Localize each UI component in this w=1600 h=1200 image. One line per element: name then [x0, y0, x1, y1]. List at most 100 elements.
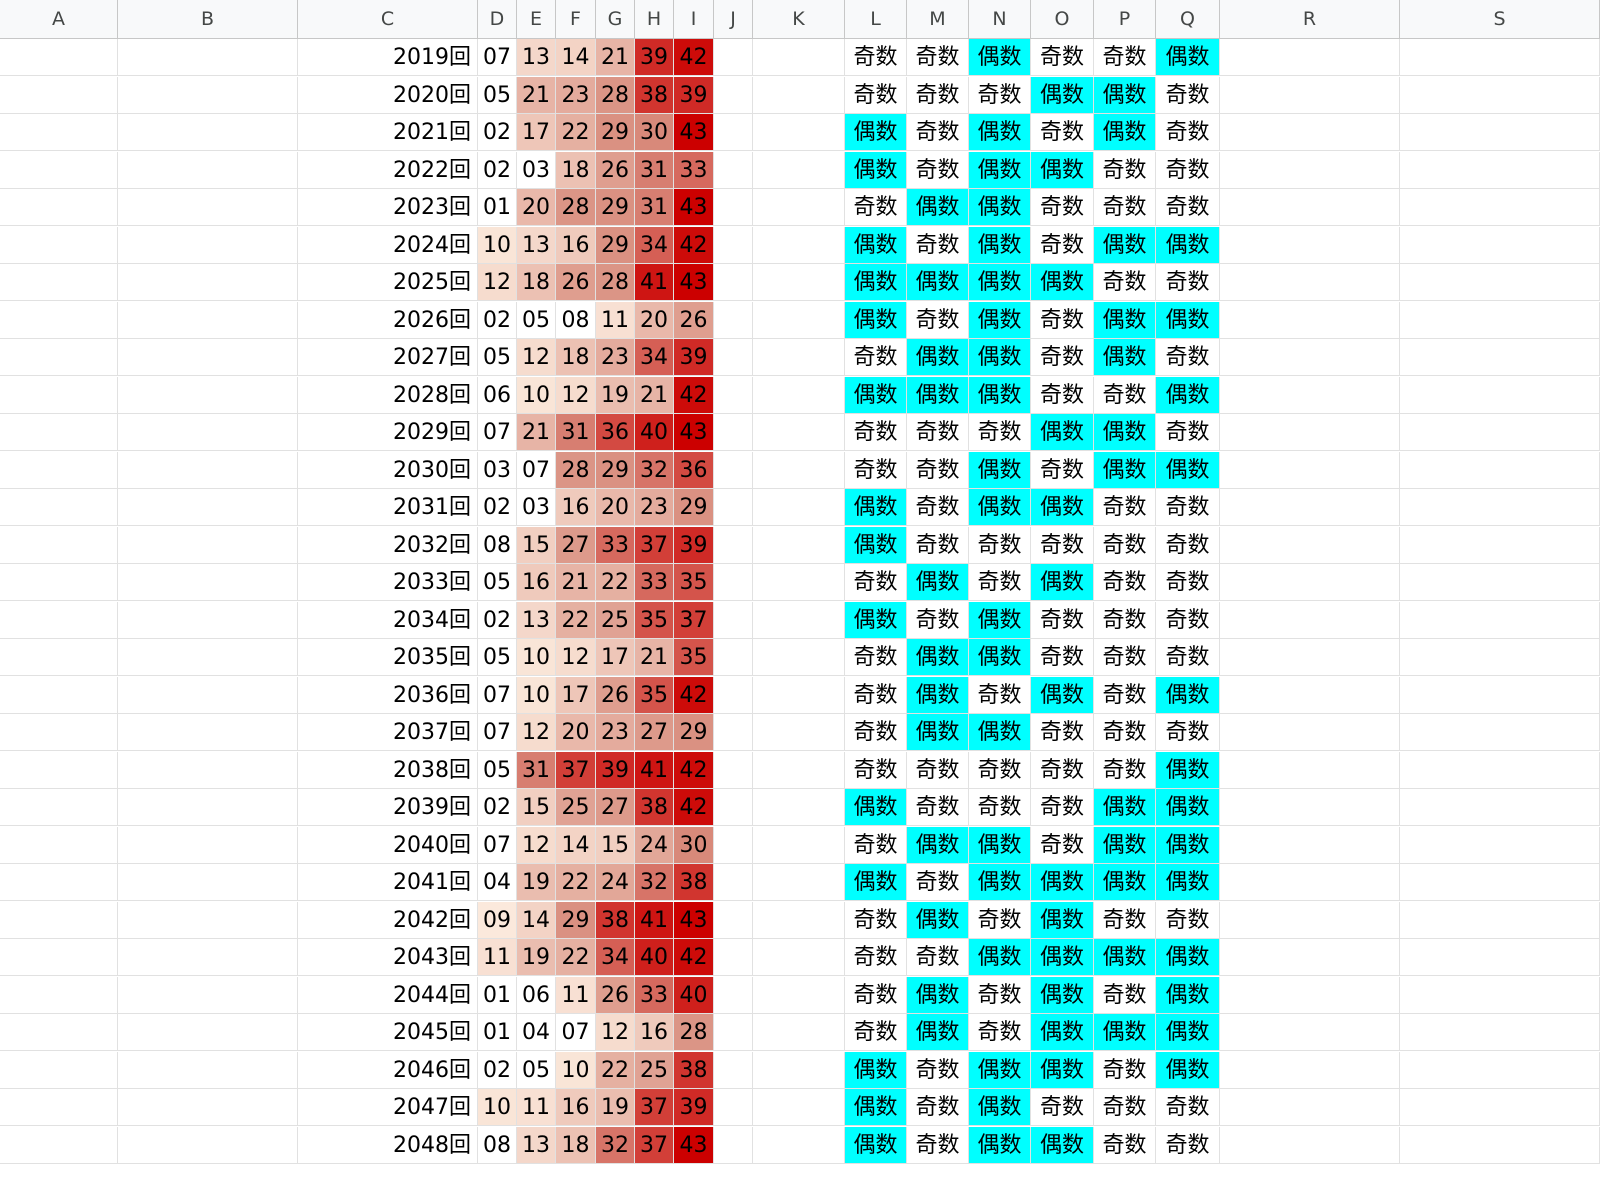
parity-cell[interactable]: 奇数	[1094, 601, 1156, 639]
number-cell[interactable]: 25	[635, 1051, 674, 1089]
number-cell[interactable]: 42	[674, 676, 714, 714]
number-cell[interactable]: 37	[635, 526, 674, 564]
parity-cell[interactable]: 奇数	[969, 676, 1031, 714]
parity-cell[interactable]: 奇数	[907, 226, 969, 264]
parity-cell[interactable]: 偶数	[1094, 301, 1156, 339]
number-cell[interactable]: 29	[596, 226, 635, 264]
cell-r[interactable]	[1220, 301, 1400, 339]
parity-cell[interactable]: 奇数	[1156, 526, 1220, 564]
number-cell[interactable]: 22	[556, 864, 596, 901]
parity-cell[interactable]: 偶数	[1031, 564, 1094, 601]
number-cell[interactable]: 19	[596, 376, 635, 414]
number-cell[interactable]: 27	[556, 526, 596, 564]
number-cell[interactable]: 24	[596, 864, 635, 901]
parity-cell[interactable]: 偶数	[969, 339, 1031, 376]
number-cell[interactable]: 29	[674, 489, 714, 526]
cell-b[interactable]	[118, 901, 298, 939]
parity-cell[interactable]: 偶数	[969, 489, 1031, 526]
draw-label-cell[interactable]: 2042回	[298, 901, 478, 939]
number-cell[interactable]: 15	[517, 526, 556, 564]
number-cell[interactable]: 29	[596, 114, 635, 151]
parity-cell[interactable]: 奇数	[1094, 564, 1156, 601]
parity-cell[interactable]: 偶数	[845, 1089, 907, 1126]
column-header-q[interactable]: Q	[1156, 0, 1220, 38]
draw-label-cell[interactable]: 2024回	[298, 226, 478, 264]
number-cell[interactable]: 29	[596, 189, 635, 226]
parity-cell[interactable]: 偶数	[1156, 864, 1220, 901]
parity-cell[interactable]: 奇数	[845, 451, 907, 489]
parity-cell[interactable]: 偶数	[1031, 1126, 1094, 1164]
number-cell[interactable]: 37	[635, 1089, 674, 1126]
parity-cell[interactable]: 奇数	[969, 751, 1031, 789]
cell-k[interactable]	[753, 526, 845, 564]
parity-cell[interactable]: 偶数	[845, 264, 907, 301]
cell-k[interactable]	[753, 451, 845, 489]
parity-cell[interactable]: 奇数	[1156, 339, 1220, 376]
number-cell[interactable]: 01	[478, 1014, 517, 1051]
number-cell[interactable]: 01	[478, 189, 517, 226]
cell-j[interactable]	[714, 264, 753, 301]
cell-s[interactable]	[1400, 264, 1600, 301]
number-cell[interactable]: 16	[635, 1014, 674, 1051]
cell-r[interactable]	[1220, 564, 1400, 601]
parity-cell[interactable]: 奇数	[845, 901, 907, 939]
number-cell[interactable]: 23	[556, 76, 596, 114]
parity-cell[interactable]: 奇数	[1094, 976, 1156, 1014]
parity-cell[interactable]: 偶数	[969, 189, 1031, 226]
parity-cell[interactable]: 奇数	[907, 451, 969, 489]
parity-cell[interactable]: 奇数	[1031, 339, 1094, 376]
cell-b[interactable]	[118, 1051, 298, 1089]
number-cell[interactable]: 13	[517, 601, 556, 639]
parity-cell[interactable]: 奇数	[907, 1089, 969, 1126]
number-cell[interactable]: 42	[674, 751, 714, 789]
cell-k[interactable]	[753, 789, 845, 826]
parity-cell[interactable]: 奇数	[1156, 1089, 1220, 1126]
cell-s[interactable]	[1400, 939, 1600, 976]
parity-cell[interactable]: 偶数	[1094, 939, 1156, 976]
parity-cell[interactable]: 奇数	[1031, 789, 1094, 826]
number-cell[interactable]: 22	[596, 564, 635, 601]
number-cell[interactable]: 43	[674, 1126, 714, 1164]
cell-j[interactable]	[714, 526, 753, 564]
number-cell[interactable]: 08	[478, 526, 517, 564]
number-cell[interactable]: 21	[517, 76, 556, 114]
cell-j[interactable]	[714, 376, 753, 414]
parity-cell[interactable]: 奇数	[907, 1051, 969, 1089]
number-cell[interactable]: 14	[556, 826, 596, 864]
column-header-j[interactable]: J	[714, 0, 753, 38]
parity-cell[interactable]: 偶数	[845, 526, 907, 564]
parity-cell[interactable]: 偶数	[1031, 151, 1094, 189]
cell-s[interactable]	[1400, 189, 1600, 226]
column-header-s[interactable]: S	[1400, 0, 1600, 38]
number-cell[interactable]: 04	[517, 1014, 556, 1051]
cell-a[interactable]	[0, 751, 118, 789]
parity-cell[interactable]: 偶数	[969, 39, 1031, 76]
parity-cell[interactable]: 奇数	[1156, 564, 1220, 601]
number-cell[interactable]: 38	[674, 864, 714, 901]
parity-cell[interactable]: 奇数	[1031, 639, 1094, 676]
cell-r[interactable]	[1220, 789, 1400, 826]
parity-cell[interactable]: 奇数	[907, 526, 969, 564]
parity-cell[interactable]: 奇数	[1031, 601, 1094, 639]
parity-cell[interactable]: 奇数	[1156, 151, 1220, 189]
draw-label-cell[interactable]: 2045回	[298, 1014, 478, 1051]
cell-r[interactable]	[1220, 151, 1400, 189]
parity-cell[interactable]: 奇数	[969, 789, 1031, 826]
number-cell[interactable]: 27	[635, 714, 674, 751]
parity-cell[interactable]: 偶数	[1031, 76, 1094, 114]
cell-s[interactable]	[1400, 676, 1600, 714]
number-cell[interactable]: 19	[596, 1089, 635, 1126]
cell-j[interactable]	[714, 339, 753, 376]
column-header-c[interactable]: C	[298, 0, 478, 38]
cell-s[interactable]	[1400, 376, 1600, 414]
parity-cell[interactable]: 偶数	[845, 114, 907, 151]
cell-j[interactable]	[714, 114, 753, 151]
number-cell[interactable]: 09	[478, 901, 517, 939]
number-cell[interactable]: 39	[674, 526, 714, 564]
cell-a[interactable]	[0, 976, 118, 1014]
parity-cell[interactable]: 偶数	[969, 639, 1031, 676]
number-cell[interactable]: 05	[478, 339, 517, 376]
number-cell[interactable]: 10	[517, 639, 556, 676]
parity-cell[interactable]: 偶数	[907, 714, 969, 751]
parity-cell[interactable]: 奇数	[1156, 714, 1220, 751]
